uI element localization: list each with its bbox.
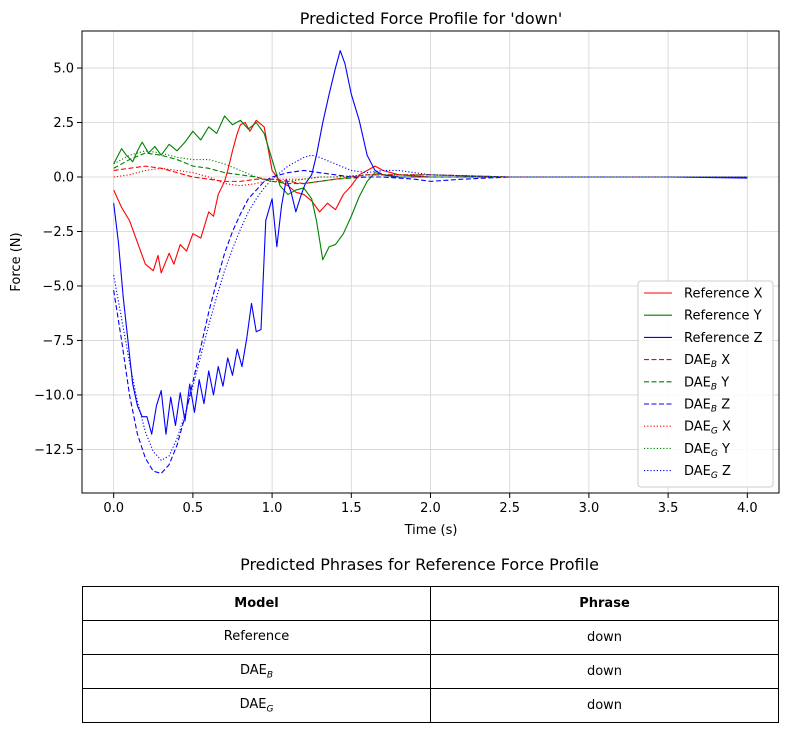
legend-label: DAEG Z [684,464,731,481]
y-tick-label: 5.0 [53,62,74,77]
x-axis-label: Time (s) [404,523,458,538]
chart-title: Predicted Force Profile for 'down' [300,9,562,28]
series-dae-g-x [113,167,748,187]
series-dae-b-y [113,152,748,185]
y-tick-label: −2.5 [42,225,74,240]
header-model: Model [82,586,431,621]
legend-label: Reference Z [684,331,763,346]
series-dae-g-y [113,150,748,182]
table-row: Reference down [82,620,779,655]
y-tick-label: −5.0 [42,279,74,294]
legend-box [637,280,774,488]
row-phrase: down [430,688,779,723]
legend-label: DAEB Y [684,375,729,392]
row-model: DAEG [82,688,431,723]
series-reference-z [113,50,748,435]
series-reference-x [113,119,748,274]
legend-label: DAEB Z [684,398,730,415]
y-tick-label: −7.5 [42,334,74,349]
force-profile-chart: Predicted Force Profile for 'down' 0.0 0.… [9,9,780,538]
x-tick-label: 3.0 [579,501,600,516]
y-tick-label: 2.5 [53,116,74,131]
table-row: DAEB down [82,654,779,689]
y-axis-label: Force (N) [9,232,24,291]
legend: Reference X Reference Y Reference Z DAEB X D… [637,280,774,488]
row-phrase: down [430,654,779,689]
header-phrase: Phrase [430,586,779,621]
table-row: DAEG down [82,688,779,723]
legend-label: DAEB X [684,353,730,370]
legend-label: Reference X [684,287,763,302]
x-tick-label: 2.0 [420,501,441,516]
x-tick-label: 4.0 [737,501,758,516]
table-header-row: Model Phrase [82,586,779,621]
x-tick-label: 0.0 [103,501,124,516]
row-phrase: down [430,620,779,655]
legend-label: Reference Y [684,309,762,324]
x-tick-label: 2.5 [499,501,520,516]
x-tick-label: 1.0 [262,501,283,516]
x-tick-label: 3.5 [658,501,679,516]
table-title: Predicted Phrases for Reference Force Pr… [240,555,599,574]
y-tick-label: −12.5 [34,443,74,458]
series-dae-b-z [113,169,748,474]
row-model: DAEB [82,654,431,689]
x-tick-label: 0.5 [183,501,204,516]
legend-label: DAEG Y [684,442,730,459]
legend-label: DAEG X [684,420,731,437]
series-reference-y [113,115,748,261]
y-tick-label: 0.0 [53,171,74,186]
axis-ticks: 0.0 0.5 1.0 1.5 2.0 2.5 3.0 3.5 4.0 5.0 2.5 0.0 −2.5… [34,62,758,516]
series-lines [113,50,748,474]
x-tick-label: 1.5 [341,501,362,516]
phrases-table: Model Phrase Reference down DAEB down DA… [82,586,779,723]
row-model: Reference [82,620,431,655]
y-tick-label: −10.0 [34,388,74,403]
